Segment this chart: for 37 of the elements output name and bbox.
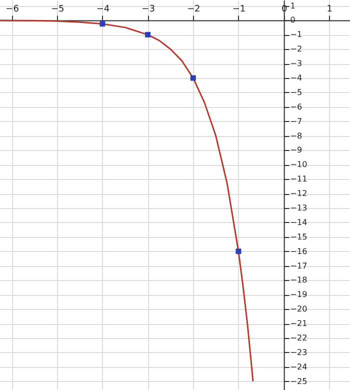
x-tick-label: −1 bbox=[232, 4, 246, 15]
y-tick-label: −10 bbox=[290, 160, 308, 170]
y-tick-label: −9 bbox=[290, 146, 302, 155]
y-tick-label: −24 bbox=[290, 362, 308, 372]
x-tick-label: −6 bbox=[6, 4, 20, 15]
y-tick-label: −19 bbox=[290, 290, 308, 300]
y-tick-label: −23 bbox=[290, 348, 308, 357]
y-tick-label: −7 bbox=[290, 116, 302, 126]
y-tick-label: −16 bbox=[290, 246, 308, 256]
y-tick-label: −21 bbox=[290, 319, 308, 328]
x-tick-label: −5 bbox=[50, 4, 64, 15]
point bbox=[145, 32, 151, 38]
point bbox=[100, 21, 106, 27]
x-tick-label: 1 bbox=[326, 4, 333, 15]
y-tick-label: −25 bbox=[290, 376, 308, 386]
x-tick-label: −2 bbox=[186, 4, 200, 15]
y-tick-label: −15 bbox=[290, 232, 308, 242]
x-tick-label: −3 bbox=[142, 4, 155, 15]
y-tick-label: −1 bbox=[290, 30, 302, 40]
y-tick-label: −20 bbox=[290, 304, 308, 314]
y-tick-label: −22 bbox=[290, 334, 308, 342]
y-tick-label: −13 bbox=[290, 204, 308, 212]
y-tick-label: −14 bbox=[290, 218, 308, 227]
y-tick-label: −5 bbox=[290, 88, 302, 97]
point bbox=[190, 75, 196, 81]
y-tick-label: −12 bbox=[290, 189, 308, 198]
x-tick-label: −4 bbox=[96, 4, 110, 15]
y-tick-label: −4 bbox=[290, 74, 302, 82]
y-tick-label: −3 bbox=[290, 59, 302, 68]
y-tick-label: −11 bbox=[290, 174, 308, 184]
y-tick-label: −17 bbox=[290, 261, 308, 270]
y-tick-label: −8 bbox=[290, 131, 302, 140]
point bbox=[236, 248, 242, 254]
y-tick-label: −18 bbox=[290, 276, 308, 285]
line-series bbox=[0, 20, 254, 382]
y-tick-label: −6 bbox=[290, 102, 302, 112]
y-tick-label: −2 bbox=[290, 44, 302, 54]
